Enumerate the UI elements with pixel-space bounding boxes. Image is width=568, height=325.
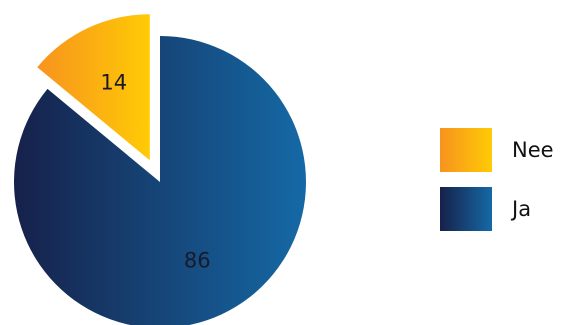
legend-swatch-nee — [440, 128, 492, 172]
legend-item-nee: Nee — [440, 128, 554, 172]
legend: Nee Ja — [440, 128, 554, 246]
pie-slice-ja — [14, 36, 306, 325]
pie-chart: 14 86 — [14, 14, 306, 325]
data-label-ja: 86 — [184, 248, 211, 272]
pie-slice-nee — [37, 14, 150, 161]
legend-label-nee: Nee — [512, 138, 554, 162]
legend-label-ja: Ja — [512, 197, 532, 221]
data-label-nee: 14 — [100, 71, 127, 95]
legend-item-ja: Ja — [440, 187, 554, 231]
legend-swatch-ja — [440, 187, 492, 231]
